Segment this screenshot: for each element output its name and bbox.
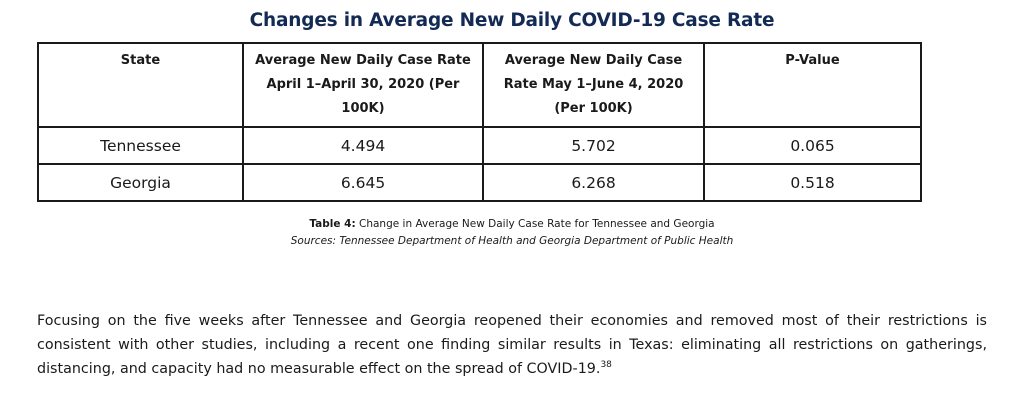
caption-text: Change in Average New Daily Case Rate fo… <box>355 218 715 230</box>
body-paragraph: Focusing on the five weeks after Tenness… <box>37 309 987 381</box>
header-april-rate: Average New Daily Case Rate April 1–Apri… <box>242 42 484 128</box>
cell-may-june-rate: 5.702 <box>482 126 705 165</box>
paragraph-text: Focusing on the five weeks after Tenness… <box>37 313 987 377</box>
cell-state: Georgia <box>37 163 244 202</box>
header-state: State <box>37 42 244 128</box>
table-row: Georgia 6.645 6.268 0.518 <box>37 163 922 202</box>
cell-may-june-rate: 6.268 <box>482 163 705 202</box>
footnote-marker[interactable]: 38 <box>600 360 612 371</box>
caption-sources: Sources: Tennessee Department of Health … <box>290 235 734 247</box>
cell-p-value: 0.065 <box>703 126 922 165</box>
table-header-row: State Average New Daily Case Rate April … <box>37 42 922 128</box>
table-title: Changes in Average New Daily COVID-19 Ca… <box>249 10 775 31</box>
cell-april-rate: 6.645 <box>242 163 484 202</box>
cell-state: Tennessee <box>37 126 244 165</box>
header-p-value: P-Value <box>703 42 922 128</box>
table-caption: Table 4: Change in Average New Daily Cas… <box>0 216 1024 250</box>
cell-p-value: 0.518 <box>703 163 922 202</box>
cell-april-rate: 4.494 <box>242 126 484 165</box>
table-row: Tennessee 4.494 5.702 0.065 <box>37 126 922 165</box>
case-rate-table: State Average New Daily Case Rate April … <box>37 42 922 202</box>
header-may-june-rate: Average New Daily Case Rate May 1–June 4… <box>482 42 705 128</box>
caption-label: Table 4: <box>309 218 356 230</box>
